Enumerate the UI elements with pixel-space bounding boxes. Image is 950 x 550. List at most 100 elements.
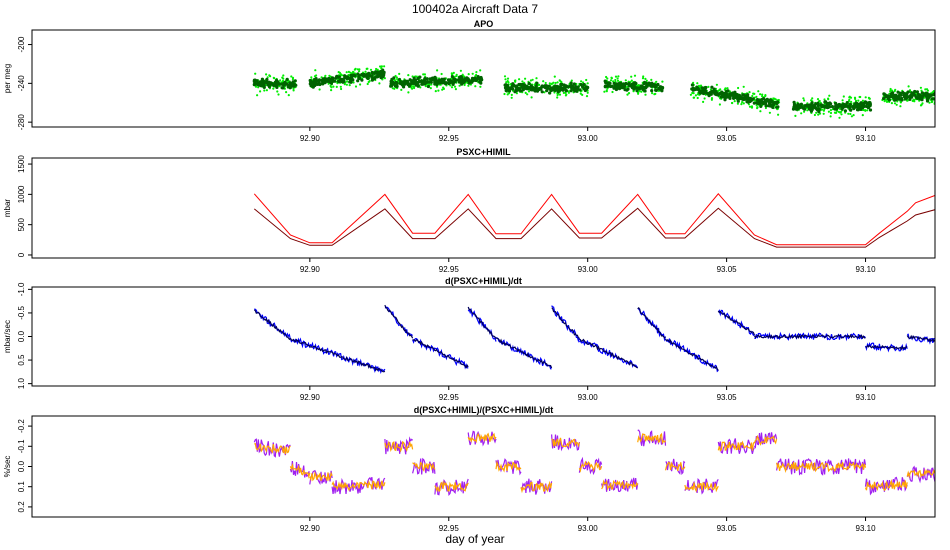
data-point [702,100,705,103]
data-point [323,77,327,81]
data-point [398,72,401,75]
data-point [710,85,714,89]
series-trace [865,344,908,351]
data-point [581,93,584,96]
data-point [692,96,696,99]
data-point [558,79,561,82]
data-point [753,92,756,95]
data-point [609,79,613,82]
data-point [707,85,710,88]
data-point [503,83,507,87]
data-point [834,104,838,108]
data-point [556,81,559,84]
data-point [309,80,313,84]
data-point [816,104,821,108]
panel-title: d(PSXC+HIMIL)/dt [445,276,522,286]
data-point [434,90,437,93]
data-point [792,103,797,107]
series-trace [665,338,719,371]
data-point [504,78,507,81]
data-point [478,77,482,81]
data-point [506,77,510,80]
panel-title: d(PSXC+HIMIL)/(PSXC+HIMIL)/dt [414,405,554,415]
data-point [561,87,565,92]
data-point [463,75,466,78]
data-point [750,105,754,108]
data-point [585,95,589,98]
y-tick-label: 500 [17,217,26,231]
data-point [279,79,282,82]
data-point [818,99,821,103]
plot-area [252,65,935,119]
data-point [517,88,521,92]
data-point [715,83,719,86]
data-point [756,101,761,106]
series-trace [717,438,755,455]
data-point [843,109,848,113]
data-point [429,87,432,90]
data-point [868,108,873,112]
data-point [438,81,442,85]
data-point [803,99,806,102]
data-point [389,84,393,88]
y-tick-label: -0.5 [17,305,26,319]
data-point [747,103,751,106]
series-trace [254,442,291,455]
series-trace [467,306,497,339]
data-point [276,81,281,85]
data-point [710,98,714,101]
data-point [633,74,637,77]
data-point [772,102,776,107]
series-trace [467,307,497,342]
data-point [350,76,354,80]
data-point [347,76,351,81]
series-trace [578,460,603,473]
data-point [578,88,582,92]
data-point [759,110,762,113]
series-trace [412,461,436,472]
data-point [453,80,457,84]
data-point [714,91,719,95]
data-point [910,95,914,99]
data-point [654,88,658,92]
data-point [886,97,891,101]
data-point [720,92,724,96]
data-point [274,83,278,87]
data-point [345,80,349,83]
data-point [364,70,367,73]
data-point [760,98,764,102]
data-point [459,78,463,82]
y-tick-label: 0.1 [17,481,26,493]
data-point [579,82,583,87]
figure-x-axis-label: day of year [445,532,504,546]
data-point [370,78,374,82]
series-trace [495,460,522,473]
data-point [400,88,403,91]
data-point [603,79,607,83]
x-tick-label: 92.95 [439,265,460,274]
data-point [332,85,335,88]
data-point [447,81,451,86]
data-point [848,105,852,109]
data-point [567,90,570,93]
data-point [330,86,333,89]
data-point [558,88,562,92]
panel-2: PSXC+HIMIL 92.90 92.95 93.00 93.05 93.10 0 500 1… [3,147,936,274]
data-point [515,84,519,88]
data-point [345,83,348,86]
data-point [605,75,608,79]
x-tick-label: 92.90 [300,265,321,274]
data-point [450,86,454,89]
data-point [574,85,578,89]
data-point [556,96,559,99]
data-point [823,100,828,104]
data-point [320,81,324,85]
data-point [755,104,758,107]
data-point [503,92,506,96]
data-point [627,83,631,87]
data-point [892,93,897,97]
data-point [277,93,280,96]
data-point [748,91,751,94]
data-point [575,87,580,91]
data-point [513,79,517,82]
